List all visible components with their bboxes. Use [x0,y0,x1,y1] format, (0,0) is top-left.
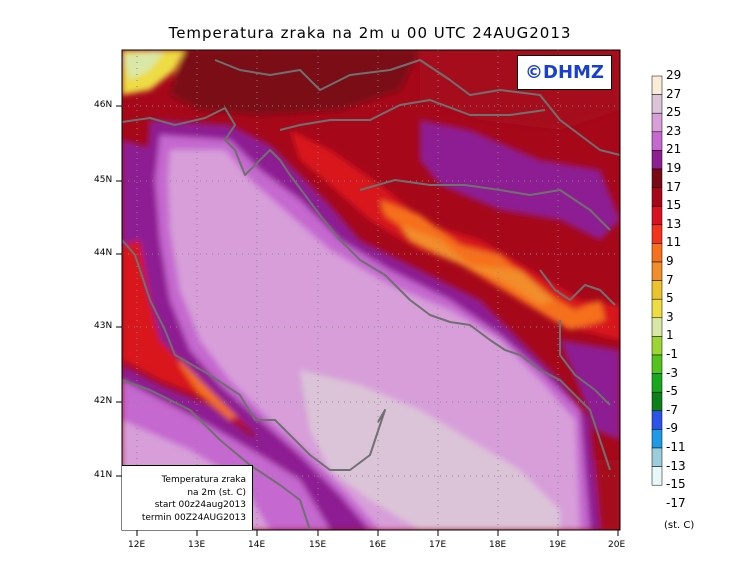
colorbar-label: 7 [666,272,674,287]
colorbar-swatch [651,429,663,449]
lat-label: 42N [94,396,113,406]
colorbar-label: -17 [666,495,686,510]
colorbar-label: -11 [666,440,686,454]
colorbar-label: 19 [666,161,682,175]
colorbar-swatch [651,168,663,188]
colorbar-label: 25 [666,105,682,120]
dhmz-logo: ©DHMZ [517,55,612,90]
lon-label: 19E [549,540,567,550]
colorbar-label: -7 [666,402,678,417]
info-line: na 2m (st. C) [187,487,246,498]
colorbar-swatch [651,150,663,170]
lat-label: 45N [94,175,113,185]
colorbar-label: 3 [666,309,674,324]
colorbar-swatch [651,205,663,226]
colorbar-label: 17 [666,179,682,194]
lon-label: 15E [309,540,327,550]
colorbar-label: 1 [666,328,674,343]
info-line: Temperatura zraka [161,475,246,485]
colorbar-swatch [651,243,663,263]
colorbar-swatch [651,447,663,467]
colorbar-label: -5 [666,384,678,399]
lat-label: 41N [94,470,113,480]
colorbar-swatch [651,112,663,133]
colorbar-swatch [651,298,663,319]
colorbar-label: 23 [666,123,682,138]
graticule [122,50,620,530]
coastlines [122,59,620,530]
info-line: start 00z24aug2013 [154,500,246,510]
map-info-box: Temperatura zraka na 2m (st. C) start 00… [122,465,253,530]
lon-label: 20E [608,540,626,550]
plot-frame [121,49,621,531]
colorbar-swatch [651,224,663,244]
lon-label: 18E [489,540,507,550]
colorbar-label: -3 [666,365,678,380]
colorbar-unit: (st. C) [664,520,695,531]
colorbar-label: 13 [666,216,682,231]
lon-label: 12E [128,540,146,550]
lon-label: 13E [188,540,206,550]
colorbar-swatch [651,336,663,356]
colorbar-swatch [651,131,663,151]
map-title: Temperatura zraka na 2m u 00 UTC 24AUG20… [168,24,572,42]
info-line: termin 00Z24AUG2013 [141,512,246,523]
lon-label: 14E [248,540,266,550]
lon-label: 16E [369,540,387,550]
colorbar-swatch [651,410,663,430]
colorbar-label: 15 [666,198,682,213]
colorbar-swatch [651,354,663,374]
colorbar-label: 29 [666,68,682,82]
colorbar-label: 9 [666,254,674,268]
colorbar-label: -1 [666,347,678,361]
lon-label: 17E [429,540,447,550]
lat-label: 46N [94,100,113,110]
colorbar [651,75,663,486]
colorbar-swatch [651,187,663,207]
colorbar-label: 5 [666,291,674,306]
colorbar-swatch [651,373,663,393]
colorbar-swatch [651,261,663,281]
colorbar-swatch [651,391,663,412]
colorbar-label: 21 [666,142,682,157]
colorbar-swatch [651,75,663,95]
colorbar-swatch [651,466,663,486]
colorbar-swatch [651,280,663,300]
lat-label: 44N [94,248,113,258]
colorbar-label: 27 [666,86,682,101]
colorbar-label: -13 [666,458,686,473]
colorbar-swatch [651,94,663,114]
colorbar-swatch [651,317,663,337]
colorbar-label: -9 [666,421,678,436]
colorbar-label: 11 [666,235,682,250]
colorbar-label: -15 [666,477,686,492]
lat-label: 43N [94,321,113,331]
